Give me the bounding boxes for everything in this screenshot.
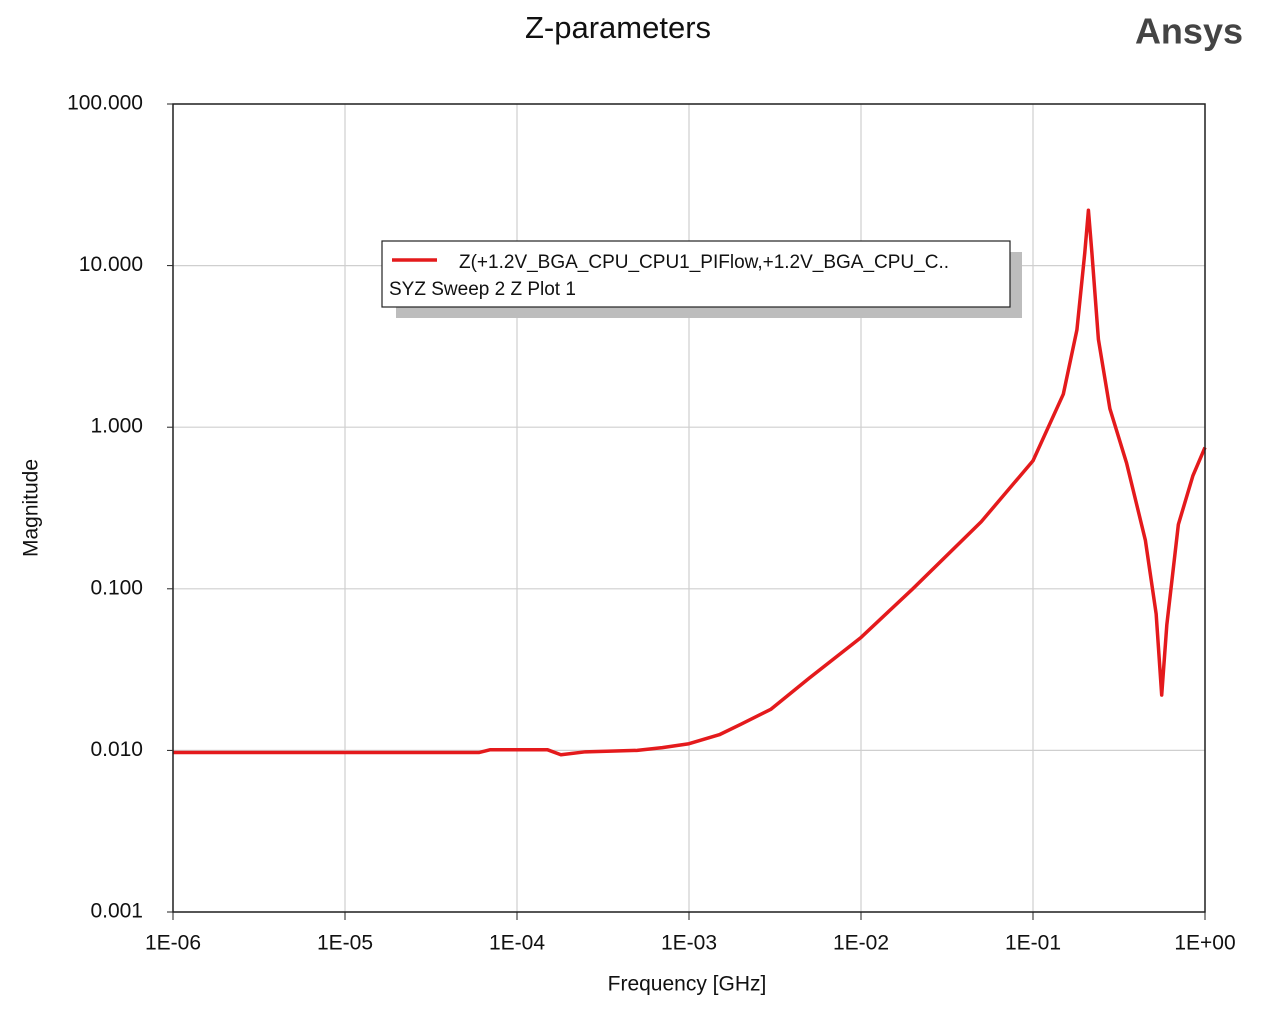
y-axis-label: Magnitude xyxy=(20,459,43,557)
x-tick-label: 1E-06 xyxy=(145,932,201,955)
x-tick-label: 1E-04 xyxy=(489,932,545,955)
plot xyxy=(173,208,1207,757)
plot-frame xyxy=(172,103,1206,913)
legend-label: Z(+1.2V_BGA_CPU_CPU1_PIFlow,+1.2V_BGA_CP… xyxy=(459,252,949,273)
chart-title: Z-parameters xyxy=(525,10,711,45)
y-tick-label: 0.100 xyxy=(90,576,143,599)
x-tick-label: 1E-02 xyxy=(833,932,889,955)
brand: Ansys xyxy=(1135,11,1243,52)
y-tick-label: 100.000 xyxy=(67,92,143,115)
x-tick-label: 1E-05 xyxy=(317,932,373,955)
x-tick-label: 1E+00 xyxy=(1174,932,1235,955)
data-line xyxy=(173,208,1207,757)
y-tick-label: 0.001 xyxy=(90,900,143,923)
grid xyxy=(167,103,1206,920)
legend-subtitle: SYZ Sweep 2 Z Plot 1 xyxy=(389,279,576,300)
y-tick-label: 10.000 xyxy=(79,253,143,276)
x-tick-label: 1E-03 xyxy=(661,932,717,955)
y-tick-label: 0.010 xyxy=(90,738,143,761)
x-tick-label: 1E-01 xyxy=(1005,932,1061,955)
legend-box xyxy=(381,240,1011,308)
y-tick-label: 1.000 xyxy=(90,415,143,438)
x-axis-label: Frequency [GHz] xyxy=(608,973,767,996)
legend: Z(+1.2V_BGA_CPU_CPU1_PIFlow,+1.2V_BGA_CP… xyxy=(381,240,1022,318)
